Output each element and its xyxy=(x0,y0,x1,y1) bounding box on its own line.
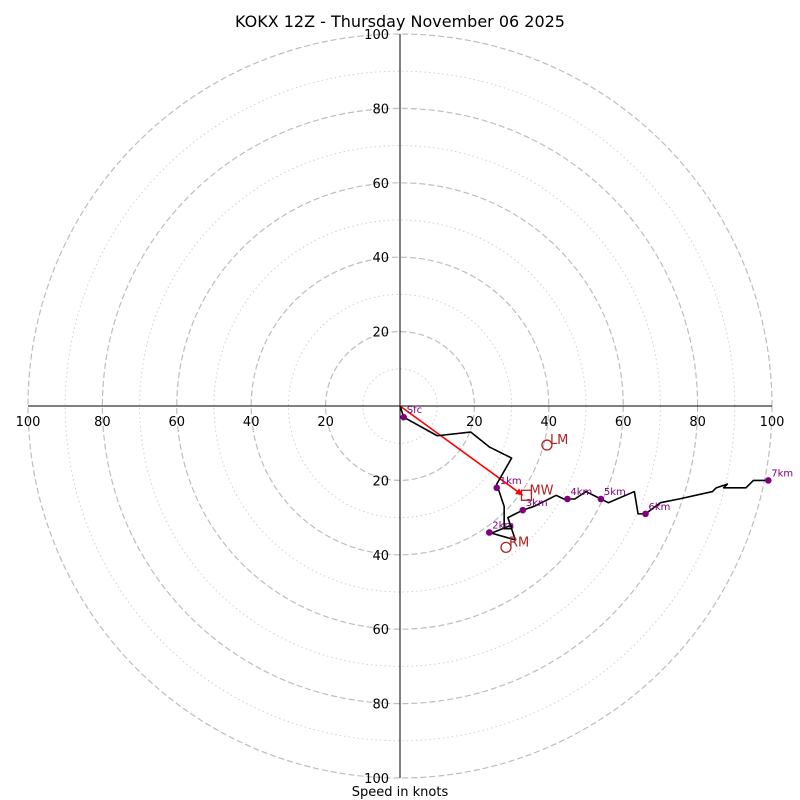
storm-motion-label: MW xyxy=(529,483,553,498)
level-marker xyxy=(642,510,649,518)
series: Sfc 1km 2km 3km 4km 5km 6km 7km LM MW RM xyxy=(399,405,793,554)
level-marker xyxy=(400,413,408,421)
level-marker xyxy=(564,495,571,503)
x-tick-label: 20 xyxy=(466,415,483,430)
x-tick-label: 60 xyxy=(169,415,186,430)
level-label: 2km xyxy=(492,520,514,531)
y-tick-label: 60 xyxy=(372,623,389,638)
x-tick-label: 40 xyxy=(541,415,558,430)
level-marker xyxy=(597,495,605,503)
x-tick-label: 20 xyxy=(317,415,334,430)
x-tick-label: 100 xyxy=(760,415,785,430)
tick-labels: 20 20 20 20 40 40 40 40 60 60 60 60 80 80 80 80 100 100 10… xyxy=(16,28,785,787)
chart-title: KOKX 12Z - Thursday November 06 2025 xyxy=(235,12,565,31)
y-tick-label: 20 xyxy=(372,474,389,489)
x-axis-label: Speed in knots xyxy=(352,785,449,800)
x-tick-label: 80 xyxy=(94,415,111,430)
wind-trace-line xyxy=(399,405,769,541)
x-tick-label: 40 xyxy=(243,415,260,430)
storm-motion-marker xyxy=(520,489,533,501)
y-tick-label: 100 xyxy=(364,28,389,43)
y-tick-label: 20 xyxy=(372,326,389,341)
y-tick-label: 40 xyxy=(372,251,389,266)
level-marker xyxy=(485,529,493,536)
y-tick-label: 100 xyxy=(364,772,389,787)
level-label: 6km xyxy=(649,502,671,513)
level-label: 3km xyxy=(526,498,548,509)
y-tick-label: 40 xyxy=(372,549,389,564)
level-label: 4km xyxy=(570,487,592,498)
y-tick-label: 80 xyxy=(372,102,389,117)
x-tick-label: 60 xyxy=(615,415,632,430)
level-label: 5km xyxy=(604,487,626,498)
y-tick-label: 80 xyxy=(372,698,389,713)
x-tick-label: 80 xyxy=(689,415,706,430)
level-marker xyxy=(519,506,527,514)
x-tick-label: 100 xyxy=(16,415,41,430)
storm-motion-label: RM xyxy=(509,535,529,550)
shear-vector xyxy=(399,405,524,496)
storm-motion-marker xyxy=(541,439,553,451)
level-marker xyxy=(493,484,501,492)
level-label: 7km xyxy=(771,468,793,479)
level-label: 1km xyxy=(500,476,522,487)
storm-motion-label: LM xyxy=(550,433,568,448)
y-tick-label: 60 xyxy=(372,177,389,192)
storm-motion-marker xyxy=(500,541,512,554)
level-label: Sfc xyxy=(407,405,422,416)
level-marker xyxy=(764,477,772,484)
